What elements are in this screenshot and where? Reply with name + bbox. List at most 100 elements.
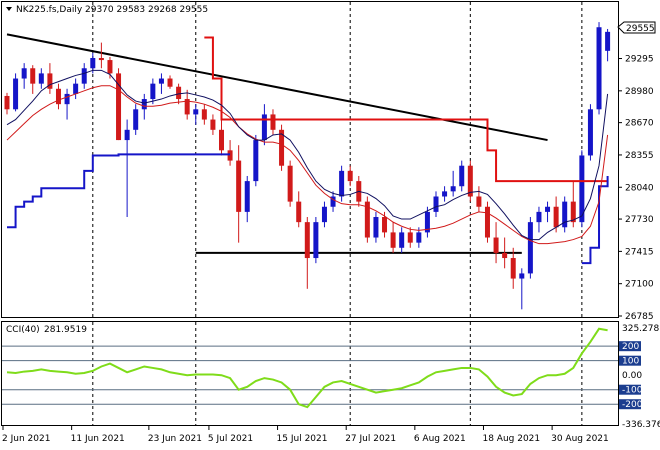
symbol-label: NK225.fs,Daily <box>16 5 83 15</box>
cci-level-lines <box>2 345 618 405</box>
date-tick-label: 2 Jun 2021 <box>2 434 50 444</box>
date-tick-label: 23 Jun 2021 <box>148 434 202 444</box>
candle-down <box>201 109 207 120</box>
candle-down <box>116 73 122 141</box>
candle-down <box>287 165 293 202</box>
cci-tick-label: 100 <box>622 357 639 367</box>
candle-down <box>502 252 508 259</box>
candle-down <box>176 86 182 100</box>
candle-up <box>605 31 611 51</box>
candle-up <box>579 155 585 223</box>
price-tick-label: 28040 <box>625 183 654 193</box>
candle-up <box>433 196 439 212</box>
candle-up <box>596 27 602 110</box>
candle-down <box>347 170 353 182</box>
main-panel-frame <box>1 1 619 318</box>
price-tick-label: 26785 <box>625 312 654 322</box>
candle-down <box>47 73 53 89</box>
date-tick-label: 6 Aug 2021 <box>414 434 466 444</box>
candle-down <box>493 237 499 253</box>
price-tick-label: 27730 <box>625 215 654 225</box>
step-blue-segment <box>581 175 609 265</box>
candle-down <box>484 206 490 238</box>
candle-down <box>510 258 516 279</box>
current-price-label: 29555 <box>626 24 655 34</box>
candle-down <box>390 232 396 248</box>
candle-down <box>553 206 559 228</box>
cci-panel-frame <box>1 321 619 426</box>
candle-up <box>587 109 593 156</box>
candle-up <box>424 211 430 233</box>
candle-up <box>261 114 267 141</box>
cci-tick-label: 325.2781 <box>622 324 660 334</box>
trendline-segment <box>6 33 548 142</box>
candle-down <box>476 196 482 207</box>
date-tick-label: 27 Jul 2021 <box>345 434 396 444</box>
candle-up <box>253 140 259 182</box>
candle-down <box>270 114 276 130</box>
candle-up <box>81 68 87 84</box>
date-tick-label: 30 Aug 2021 <box>551 434 609 444</box>
candle-up <box>133 109 139 130</box>
price-tick-label: 28980 <box>625 87 654 97</box>
cci-tick-label: -336.376 <box>622 420 660 430</box>
candle-up <box>13 78 19 110</box>
candle-up <box>527 222 533 274</box>
candle-down <box>236 160 242 212</box>
price-axis: 2961029295289802867028355280402773027415… <box>618 22 654 322</box>
candle-up <box>73 83 79 94</box>
price-tick-label: 28670 <box>625 119 654 129</box>
candle-down <box>279 129 285 166</box>
candle-down <box>98 58 104 61</box>
candle-down <box>30 68 36 84</box>
main-header: NK225.fs,Daily 29370 29583 29268 29555 <box>6 5 208 15</box>
slow-ma-segment <box>6 85 609 245</box>
date-tick-label: 5 Jul 2021 <box>208 434 253 444</box>
candle-up <box>64 93 70 105</box>
candle-up <box>545 206 551 212</box>
candle-up <box>321 206 327 223</box>
cci-label: CCI(40) <box>6 325 40 335</box>
step-blue-segment <box>7 153 231 229</box>
candle-up <box>330 196 336 207</box>
trendline[interactable] <box>6 33 548 142</box>
cci-polyline <box>6 327 608 409</box>
candle-up <box>313 222 319 259</box>
date-tick-label: 18 Aug 2021 <box>482 434 540 444</box>
candle-down <box>364 201 370 238</box>
candle-down <box>184 99 190 115</box>
collapse-triangle-icon[interactable] <box>6 7 12 11</box>
cci-tick-label: -200 <box>622 400 643 410</box>
candle-up <box>562 201 568 228</box>
candle-up <box>150 83 156 100</box>
candle-down <box>304 222 310 259</box>
candle-up <box>373 217 379 238</box>
price-tick-label: 27415 <box>625 247 654 257</box>
current-price-marker: 29555 <box>617 21 656 34</box>
candle-up <box>141 99 147 110</box>
ma-slow-blue-line <box>7 153 609 265</box>
cci-tick-label: -100 <box>622 386 643 396</box>
ma-step-red-line <box>204 36 608 183</box>
candle-up <box>459 165 465 187</box>
date-axis: 2 Jun 2021 11 Jun 2021 23 Jun 2021 5 Jul 20… <box>2 426 609 444</box>
ma-slow-red-line <box>6 85 609 245</box>
candle-down <box>219 129 224 151</box>
candle-down <box>210 119 216 130</box>
cci-level-box <box>619 384 641 395</box>
cci-level-box <box>619 355 641 366</box>
candle-down <box>407 232 413 243</box>
candle-up <box>38 73 44 84</box>
price-tick-label: 28355 <box>625 151 654 161</box>
candle-up <box>21 68 27 79</box>
candles <box>4 22 611 310</box>
candle-up <box>193 109 199 115</box>
candle-down <box>227 150 233 161</box>
cci-line <box>6 327 608 409</box>
cci-axis: 325.2781 200 100 0.00 -100 -200 -336.376 <box>622 324 660 430</box>
cci-value: 281.9519 <box>44 325 87 335</box>
candle-up <box>124 129 130 141</box>
cci-axis-label-boxes <box>619 341 641 410</box>
date-tick-label: 15 Jul 2021 <box>277 434 328 444</box>
